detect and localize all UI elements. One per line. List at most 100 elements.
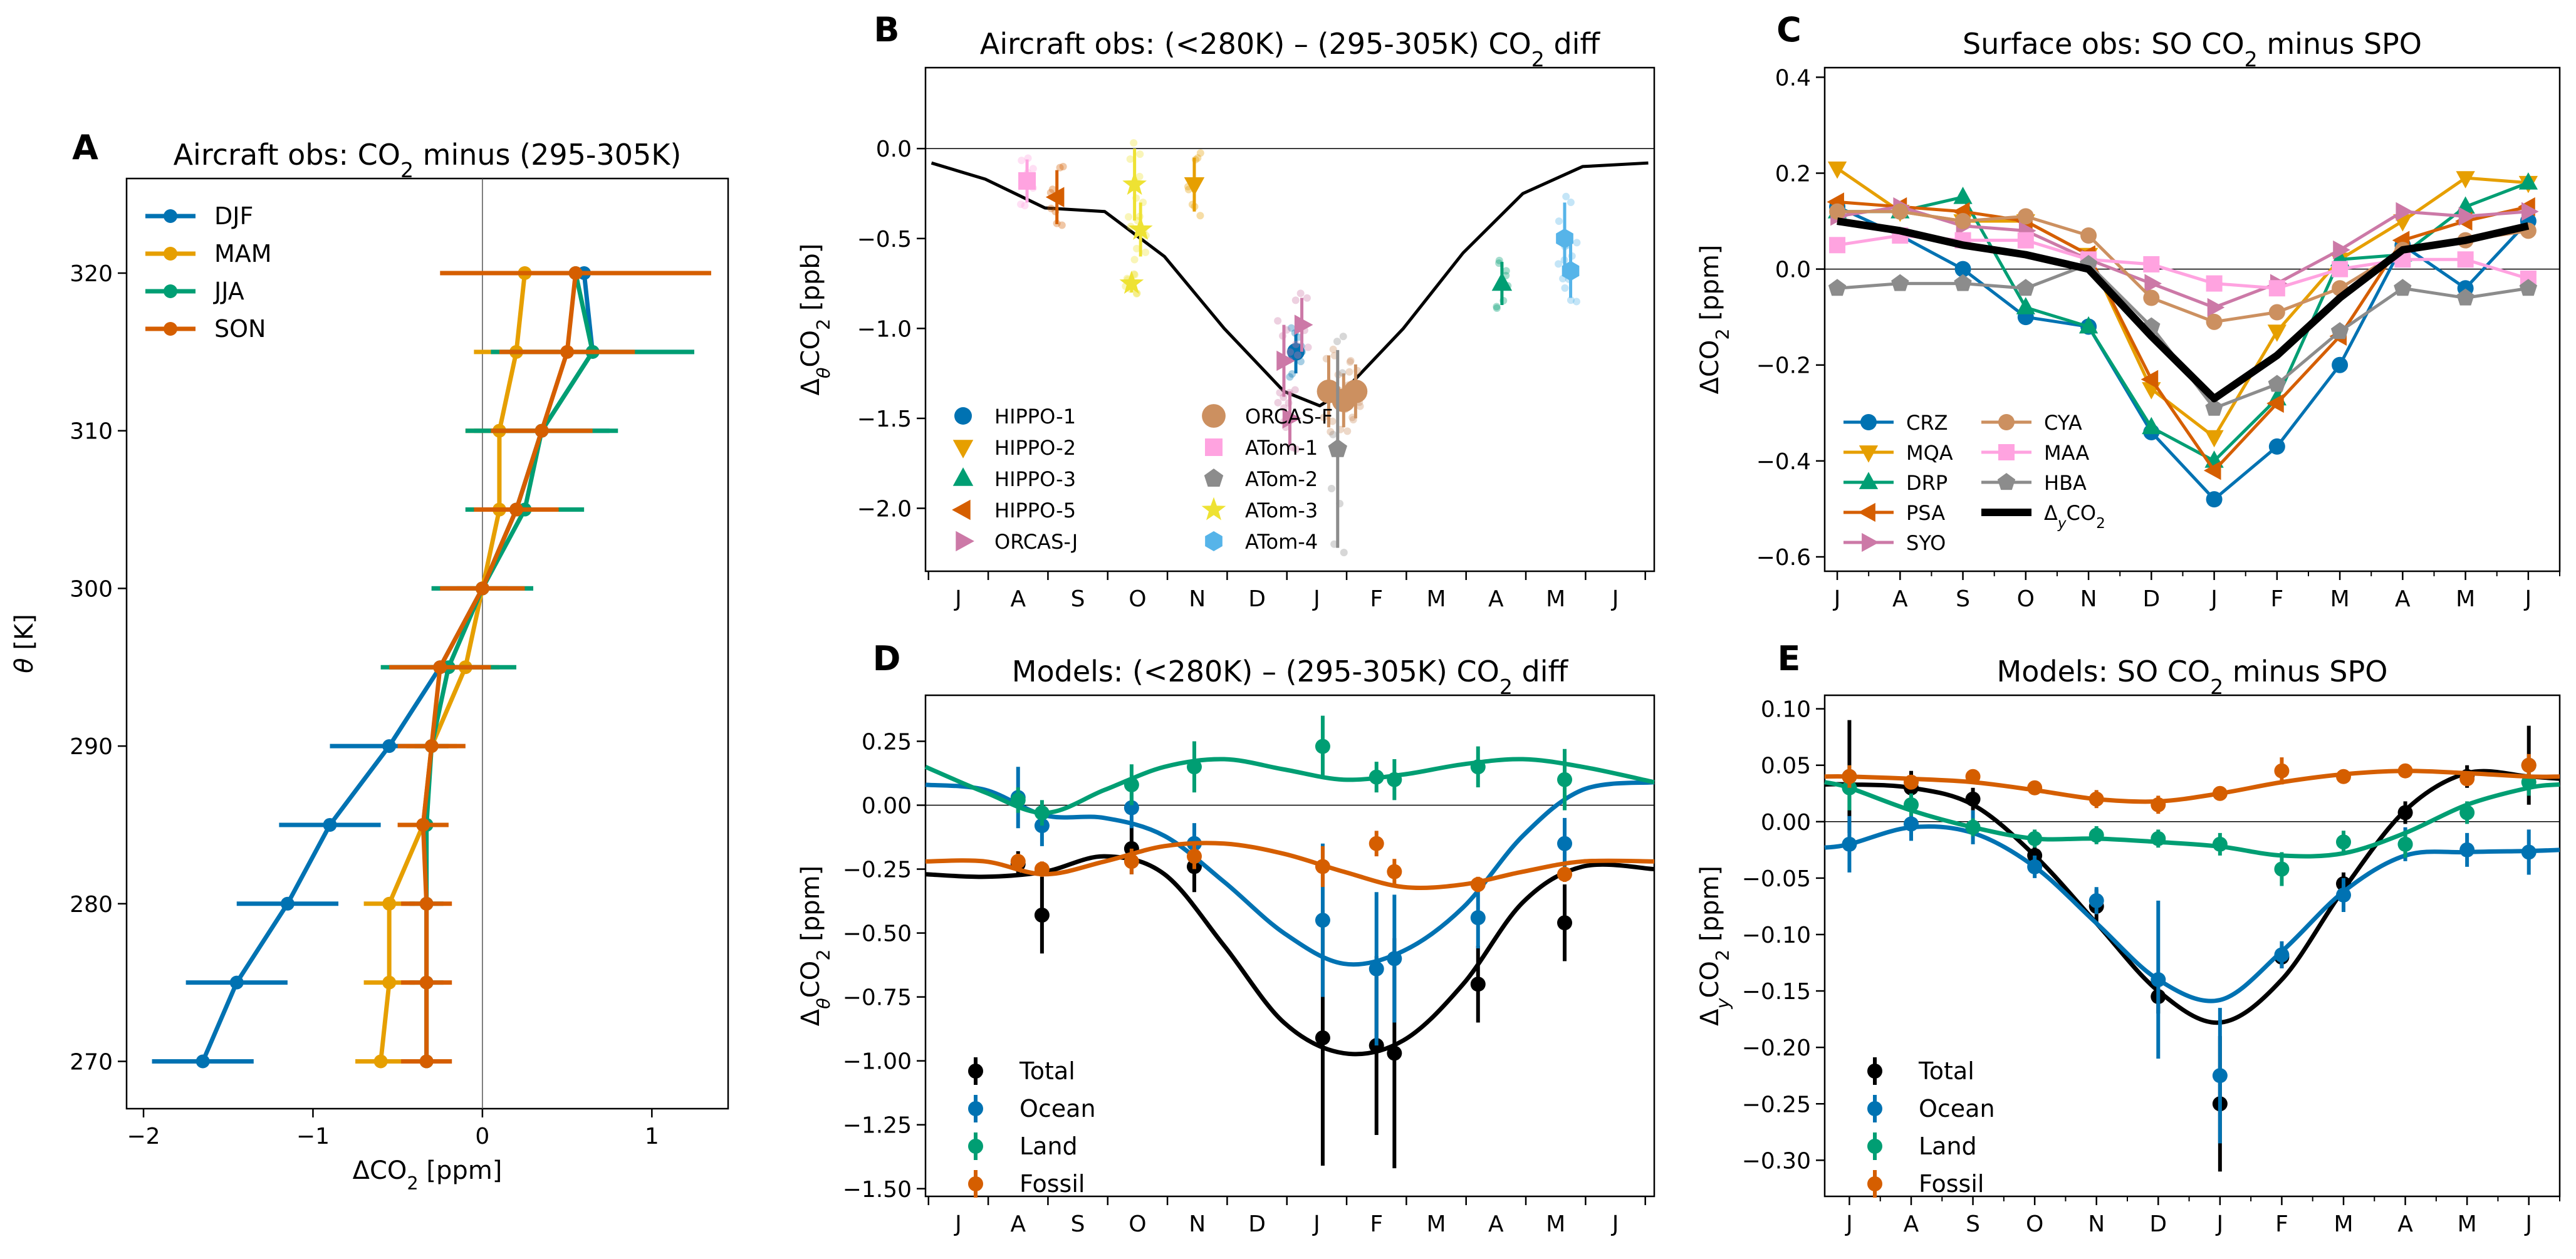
legend-label: CYA: [2044, 411, 2082, 435]
data-point: [2394, 279, 2412, 296]
data-point: [1562, 261, 1580, 281]
y-tick-label: −0.10: [1742, 923, 1811, 948]
profile-point: [1555, 217, 1563, 225]
series-ocean: [925, 767, 1655, 1046]
fit-curve: [925, 854, 1655, 1057]
x-tick-label: D: [2142, 586, 2160, 612]
x-tick-label: M: [2458, 1211, 2477, 1237]
data-point: [1328, 438, 1347, 457]
legend-marker: [1860, 414, 1877, 430]
data-point: [2268, 280, 2285, 297]
data-point: [2017, 208, 2034, 225]
legend-label: DJF: [214, 202, 253, 230]
data-point: [2017, 232, 2034, 249]
data-point: [2016, 297, 2035, 314]
y-tick-label: 0.0: [876, 137, 912, 162]
legend-marker: [1998, 414, 2015, 430]
x-tick-label: S: [1966, 1211, 1980, 1237]
data-point: [373, 1054, 388, 1069]
fit-curve: [931, 161, 1649, 408]
x-tick-label: A: [1010, 1211, 1026, 1237]
x-tick-label: S: [1956, 586, 1970, 612]
profile-point: [1291, 386, 1299, 394]
data-point: [2267, 324, 2287, 342]
legend-label: HIPPO-2: [994, 436, 1076, 460]
data-point: [2027, 780, 2043, 795]
x-tick-label: J: [2209, 586, 2218, 612]
data-point: [1122, 172, 1147, 195]
data-point: [1010, 854, 1026, 869]
profile-point: [1493, 304, 1501, 313]
data-point: [1470, 759, 1486, 775]
panel-letter: C: [1776, 10, 1802, 49]
profile-point: [1560, 256, 1568, 264]
x-tick-label: F: [1370, 586, 1383, 612]
data-point: [1557, 866, 1573, 882]
data-point: [419, 896, 434, 911]
data-point: [1034, 805, 1050, 821]
legend-marker: [164, 247, 177, 261]
data-point: [1369, 769, 1384, 785]
y-tick-label: −0.2: [1756, 353, 1811, 379]
x-tick-label: D: [2149, 1211, 2167, 1237]
y-tick-label: 290: [70, 734, 113, 760]
data-point: [1557, 915, 1573, 931]
series-land: [1824, 765, 2560, 886]
chart-title: Aircraft obs: CO2 minus (295-305K): [174, 138, 682, 182]
series-line: [1837, 217, 2530, 403]
data-point: [1276, 350, 1295, 371]
data-point: [1119, 271, 1144, 294]
profile-point: [1286, 373, 1294, 381]
data-point: [2459, 771, 2475, 787]
panel-letter: B: [873, 10, 899, 49]
plot-frame: [125, 177, 729, 1110]
data-point: [1954, 261, 1971, 277]
data-point: [1892, 203, 1909, 220]
x-tick-label: A: [1892, 586, 1908, 612]
profile-point: [1132, 194, 1140, 202]
legend-marker: [1205, 531, 1223, 551]
x-tick-label: J: [2524, 1211, 2532, 1237]
data-point: [2330, 322, 2349, 339]
data-point: [1904, 774, 1919, 790]
data-point: [1124, 777, 1139, 792]
data-point: [2151, 972, 2166, 988]
panel-b: B Aircraft obs: (<280K) – (295-305K) CO2 …: [796, 10, 1656, 612]
profile-point: [1017, 200, 1025, 209]
legend-label: ATom-2: [1245, 467, 1318, 491]
profile-point: [1328, 417, 1337, 425]
data-point: [1828, 279, 1847, 296]
x-tick-label: J: [1611, 1211, 1619, 1237]
y-tick-label: 0.4: [1775, 65, 1811, 91]
series-land: [924, 715, 1655, 826]
legend-marker: [1867, 1101, 1882, 1116]
x-tick-label: J: [954, 586, 962, 612]
data-point: [2088, 791, 2104, 807]
legend-label: Ocean: [1919, 1095, 1995, 1122]
data-point: [2521, 844, 2537, 860]
y-tick-label: −1.00: [843, 1049, 912, 1075]
profile-point: [1292, 340, 1300, 348]
data-point: [534, 423, 549, 438]
y-tick-label: −0.25: [843, 857, 912, 883]
profile-point: [1572, 298, 1580, 306]
plot-frame: [1823, 66, 2561, 573]
y-tick-label: −0.5: [857, 227, 912, 252]
y-tick-label: −0.50: [843, 921, 912, 947]
legend-marker: [1867, 1064, 1882, 1079]
x-tick-label: F: [2275, 1211, 2288, 1237]
profile-point: [1056, 163, 1064, 172]
data-point: [2456, 171, 2475, 189]
data-point: [2521, 757, 2537, 773]
data-point: [323, 817, 337, 832]
series-fossil: [925, 831, 1655, 893]
x-tick-label: S: [1071, 1211, 1085, 1237]
x-tick-label: A: [2397, 1211, 2413, 1237]
legend-label: HIPPO-3: [994, 467, 1076, 491]
series-yco: [1837, 217, 2530, 403]
data-point: [2141, 370, 2159, 389]
y-tick-label: −1.50: [843, 1177, 912, 1203]
legend-label: MQA: [1906, 441, 1953, 465]
legend-label: HIPPO-1: [994, 405, 1076, 428]
legend-label: ORCAS-J: [994, 530, 1078, 554]
